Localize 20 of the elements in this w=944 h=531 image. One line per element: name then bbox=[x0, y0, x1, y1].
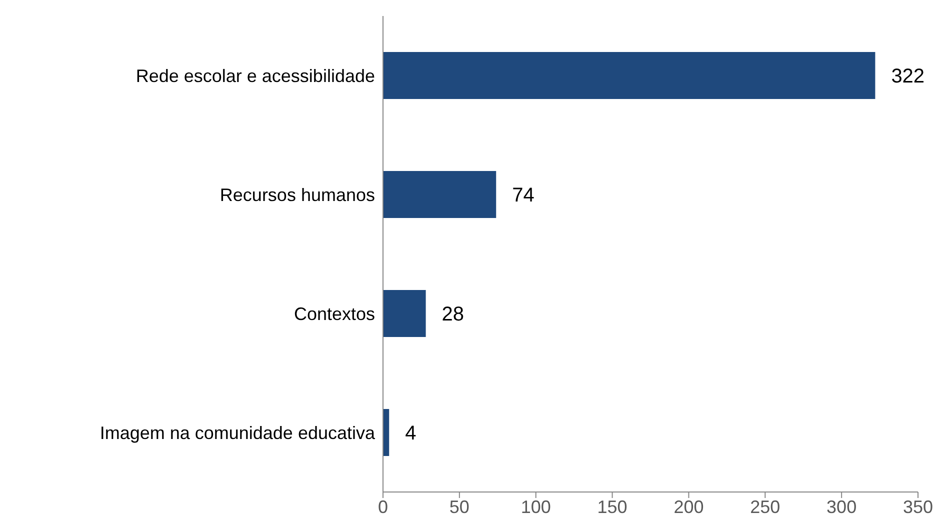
x-tick-label: 100 bbox=[520, 496, 551, 517]
x-tick-label: 150 bbox=[597, 496, 628, 517]
bar bbox=[383, 290, 426, 337]
bar bbox=[383, 409, 390, 456]
y-tick-label: Rede escolar e acessibilidade bbox=[136, 66, 375, 86]
x-tick-label: 50 bbox=[449, 496, 470, 517]
bar bbox=[383, 171, 496, 218]
data-label: 4 bbox=[405, 422, 416, 445]
x-tick-label: 200 bbox=[674, 496, 704, 517]
y-tick-label: Imagem na comunidade educativa bbox=[100, 422, 376, 443]
data-label: 28 bbox=[442, 304, 464, 326]
data-label: 322 bbox=[891, 66, 925, 88]
x-tick-label: 300 bbox=[826, 496, 857, 517]
bar bbox=[383, 52, 876, 99]
y-tick-label: Contextos bbox=[294, 304, 375, 324]
y-tick-label: Recursos humanos bbox=[220, 184, 375, 205]
x-tick-label: 0 bbox=[378, 496, 388, 517]
x-tick-label: 350 bbox=[902, 496, 934, 517]
data-label: 74 bbox=[512, 184, 534, 207]
x-tick-label: 250 bbox=[750, 496, 780, 517]
